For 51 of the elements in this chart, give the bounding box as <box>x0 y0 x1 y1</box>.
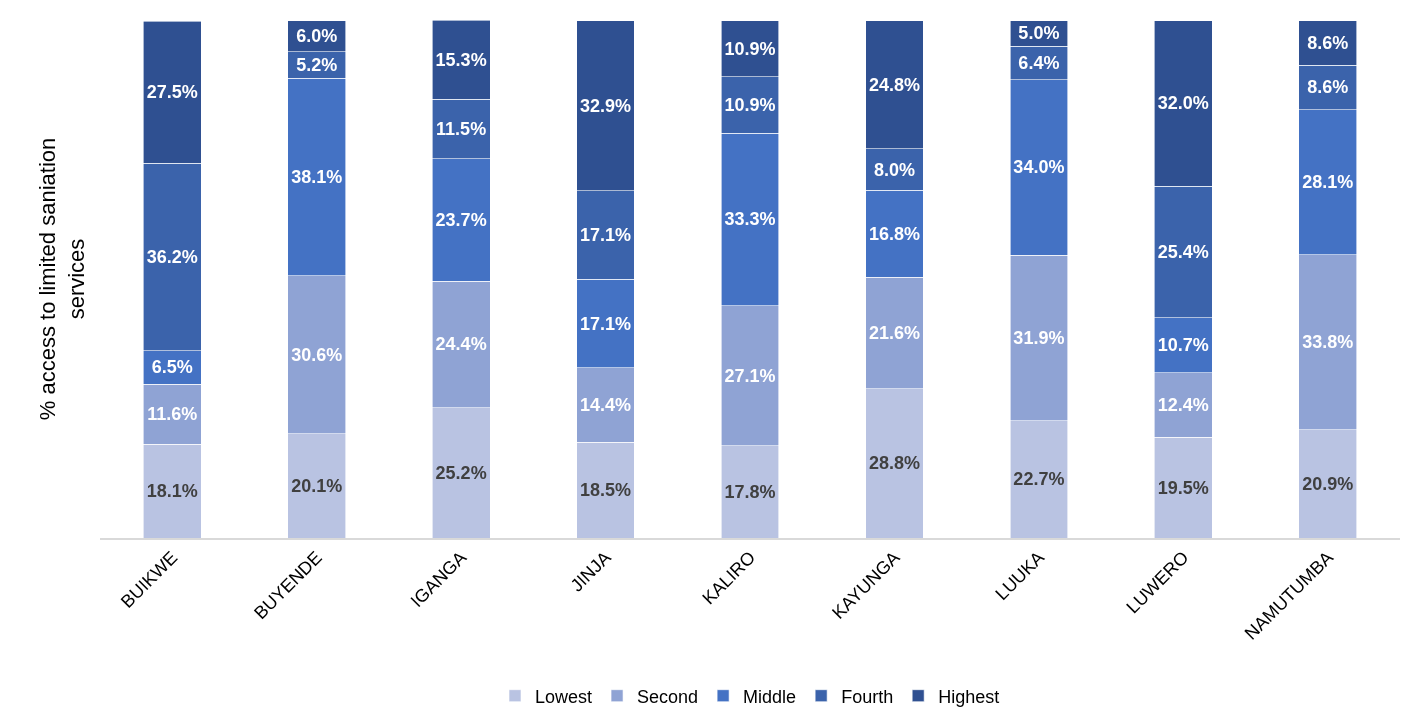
data-label: 8.0% <box>873 159 915 180</box>
data-label: 16.8% <box>868 223 920 244</box>
data-label: 32.9% <box>580 95 632 116</box>
legend-label: Fourth <box>841 686 894 707</box>
data-label: 27.1% <box>724 365 776 386</box>
data-label: 33.3% <box>724 209 776 230</box>
data-label: 8.6% <box>1307 32 1349 53</box>
data-label: 15.3% <box>435 49 487 70</box>
data-label: 6.0% <box>296 26 338 47</box>
data-label: 5.0% <box>1018 23 1060 44</box>
data-label: 12.4% <box>1157 395 1209 416</box>
data-label: 38.1% <box>291 167 343 188</box>
data-label: 14.4% <box>580 395 632 416</box>
data-label: 23.7% <box>435 210 487 231</box>
data-label: 28.1% <box>1302 172 1354 193</box>
data-label: 24.4% <box>435 334 487 355</box>
data-label: 18.5% <box>580 480 632 501</box>
legend-label: Lowest <box>535 686 593 707</box>
data-label: 31.9% <box>1013 327 1065 348</box>
data-label: 28.8% <box>868 453 920 474</box>
data-label: 22.7% <box>1013 469 1065 490</box>
data-label: 17.8% <box>724 481 776 502</box>
data-label: 34.0% <box>1013 157 1065 178</box>
data-label: 25.4% <box>1157 241 1209 262</box>
data-label: 5.2% <box>296 55 338 76</box>
data-label: 33.8% <box>1302 332 1354 353</box>
data-label: 20.9% <box>1302 473 1354 494</box>
data-label: 10.9% <box>724 95 776 116</box>
data-label: 36.2% <box>146 247 198 268</box>
data-label: 27.5% <box>146 82 198 103</box>
data-label: 25.2% <box>435 462 487 483</box>
data-label: 11.6% <box>147 404 198 425</box>
data-label: 24.8% <box>868 74 920 95</box>
data-label: 21.6% <box>868 323 920 344</box>
legend-label: Middle <box>743 686 797 707</box>
data-label: 11.5% <box>436 118 487 139</box>
data-label: 19.5% <box>1157 477 1209 498</box>
data-label: 6.4% <box>1018 52 1060 73</box>
data-label: 30.6% <box>291 344 343 365</box>
data-label: 6.5% <box>151 357 193 378</box>
legend-label: Second <box>637 686 699 707</box>
data-label: 17.1% <box>580 225 632 246</box>
data-label: 8.6% <box>1307 77 1349 98</box>
data-label: 10.7% <box>1157 335 1209 356</box>
data-label: 10.9% <box>724 38 776 59</box>
data-label: 18.1% <box>146 481 198 502</box>
data-label: 17.1% <box>580 313 632 334</box>
legend-label: Highest <box>938 686 1000 707</box>
data-label: 20.1% <box>291 475 343 496</box>
data-label: 32.0% <box>1157 93 1209 114</box>
y-axis-title: % access to limited saniation services <box>35 137 89 421</box>
